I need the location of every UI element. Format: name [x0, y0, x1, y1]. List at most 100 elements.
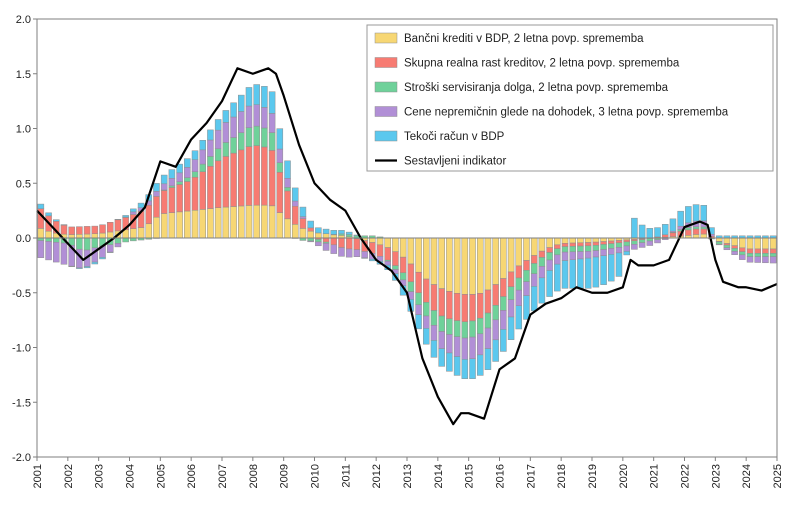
bar-segment-tekoci: [222, 110, 230, 123]
bar-segment-stroski: [253, 125, 260, 146]
bar-segment-tekoci: [291, 187, 299, 202]
bar-segment-skupna: [692, 228, 700, 235]
bar-segment-cene: [739, 254, 746, 260]
bar-segment-stroski: [561, 246, 569, 253]
x-tick-label: 2006: [186, 464, 198, 488]
x-tick-label: 2001: [32, 464, 44, 488]
bar-segment-cene: [731, 251, 738, 255]
bar-segment-stroski: [700, 226, 708, 230]
bar-segment-skupna: [446, 291, 453, 320]
bar-segment-stroski: [515, 277, 523, 291]
bar-segment-skupna: [469, 294, 476, 322]
bar-segment-tekoci: [600, 255, 607, 285]
bar-segment-tekoci: [692, 204, 700, 222]
bar-segment-bancni: [476, 237, 484, 294]
bar-segment-cene: [53, 241, 60, 263]
bar-segment-bancni: [492, 237, 499, 285]
bar-segment-skupna: [746, 248, 754, 254]
bar-segment-bancni: [214, 207, 222, 239]
bar-segment-bancni: [446, 237, 453, 292]
bar-segment-cene: [615, 247, 623, 254]
bar-segment-bancni: [37, 228, 45, 239]
bar-segment-skupna: [500, 278, 507, 297]
y-tick-label: 2.0: [16, 14, 31, 26]
bar-segment-cene: [631, 244, 638, 250]
bar-segment-cene: [199, 149, 206, 165]
bar-segment-tekoci: [677, 210, 684, 227]
bar-segment-bancni: [415, 237, 422, 273]
bar-segment-skupna: [253, 145, 260, 206]
bar-segment-skupna: [453, 293, 461, 321]
bar-segment-tekoci: [99, 257, 106, 260]
bar-segment-bancni: [538, 237, 546, 252]
x-tick-label: 2008: [248, 464, 260, 488]
bar-segment-tekoci: [361, 257, 368, 259]
bar-segment-tekoci: [83, 266, 91, 269]
bar-segment-bancni: [322, 233, 330, 239]
bar-segment-tekoci: [106, 251, 114, 253]
bar-segment-stroski: [184, 177, 191, 182]
bar-segment-skupna: [569, 242, 576, 247]
bar-segment-bancni: [83, 233, 91, 239]
bar-segment-cene: [638, 242, 646, 248]
bar-segment-bancni: [384, 237, 391, 248]
x-tick-label: 2002: [63, 464, 75, 488]
bar-segment-bancni: [106, 231, 114, 239]
bar-segment-cene: [469, 336, 476, 359]
bar-segment-tekoci: [345, 231, 353, 235]
bar-segment-bancni: [700, 233, 708, 239]
bar-segment-stroski: [276, 162, 284, 173]
bar-segment-cene: [600, 249, 607, 256]
bar-segment-cene: [754, 256, 761, 263]
bar-segment-tekoci: [554, 263, 561, 292]
bar-segment-bancni: [739, 237, 746, 249]
bar-segment-skupna: [168, 187, 176, 213]
bar-segment-skupna: [584, 242, 592, 247]
bar-segment-bancni: [453, 237, 461, 294]
bar-segment-cene: [222, 122, 230, 143]
bar-segment-bancni: [746, 237, 754, 250]
bar-segment-stroski: [569, 246, 576, 253]
bar-segment-bancni: [484, 237, 492, 291]
bar-segment-bancni: [469, 237, 476, 295]
x-tick-label: 2015: [464, 464, 476, 488]
x-tick-label: 2019: [587, 464, 599, 488]
bar-segment-cene: [153, 191, 160, 197]
bar-segment-stroski: [631, 240, 638, 245]
bar-segment-stroski: [453, 320, 461, 337]
bar-segment-skupna: [268, 150, 276, 207]
bar-segment-bancni: [207, 208, 214, 239]
bar-segment-bancni: [600, 237, 607, 242]
bar-segment-tekoci: [569, 259, 576, 289]
bar-segment-skupna: [700, 228, 708, 235]
legend-swatch-tekoci: [374, 130, 398, 142]
bar-segment-stroski: [315, 239, 322, 243]
bar-segment-stroski: [191, 171, 199, 178]
legend-swatch-stroski: [374, 81, 398, 93]
bar-segment-skupna: [261, 146, 268, 206]
bar-segment-skupna: [392, 251, 399, 266]
bar-segment-bancni: [99, 232, 106, 239]
bar-segment-stroski: [476, 317, 484, 335]
bar-segment-stroski: [461, 321, 469, 339]
bar-segment-tekoci: [330, 230, 338, 235]
series-line-indikator: [36, 67, 778, 426]
bar-segment-skupna: [60, 224, 68, 235]
bar-segment-stroski: [739, 251, 746, 256]
x-tick-label: 2018: [556, 464, 568, 488]
bar-segment-skupna: [669, 232, 677, 237]
bar-segment-bancni: [399, 237, 407, 258]
bar-segment-bancni: [184, 210, 191, 239]
bar-segment-stroski: [546, 252, 553, 261]
bar-segment-tekoci: [207, 129, 214, 141]
bar-segment-tekoci: [461, 359, 469, 379]
bar-segment-skupna: [384, 247, 391, 261]
bar-segment-tekoci: [546, 270, 553, 297]
bar-segment-tekoci: [685, 206, 692, 224]
bar-segment-tekoci: [307, 220, 314, 229]
bar-segment-bancni: [515, 237, 523, 267]
bar-segment-tekoci: [584, 257, 592, 289]
x-tick-label: 2005: [155, 464, 167, 488]
bar-segment-stroski: [438, 315, 445, 332]
